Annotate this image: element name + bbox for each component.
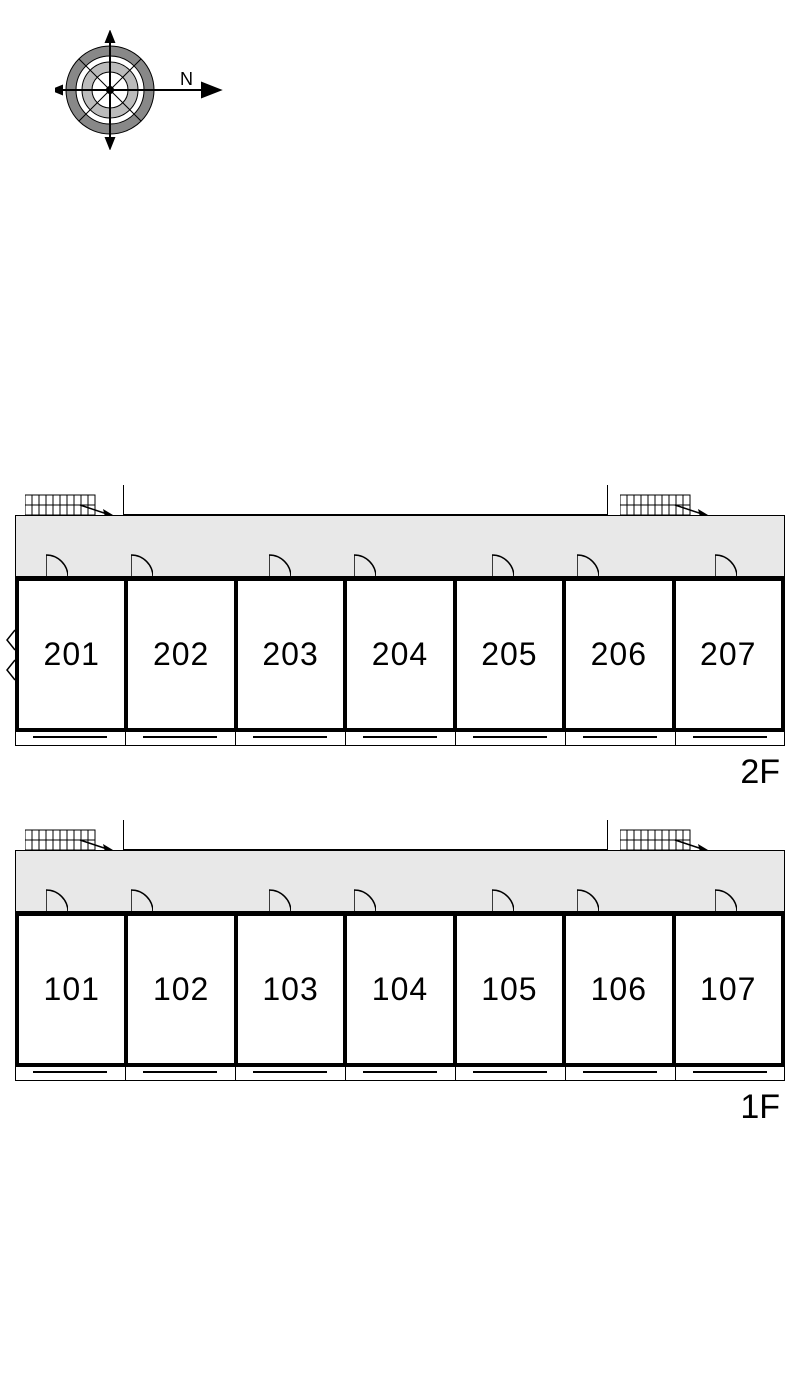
units-row: 201 202 203 204 205 206 207 <box>15 577 785 732</box>
door-icon <box>131 549 153 577</box>
balcony-rail <box>473 736 547 738</box>
balcony-divider <box>235 732 236 745</box>
compass-rose: N <box>55 30 225 155</box>
unit-cell: 201 <box>15 577 128 732</box>
balcony-rail <box>33 1071 107 1073</box>
unit-number: 105 <box>481 971 537 1008</box>
corridor-opening <box>123 820 608 850</box>
stairs-icon <box>25 822 115 850</box>
balcony-rail <box>693 1071 767 1073</box>
unit-cell: 103 <box>238 912 347 1067</box>
door-icon <box>354 549 376 577</box>
balcony-divider <box>125 732 126 745</box>
unit-number: 201 <box>44 636 100 673</box>
stairs-icon <box>25 487 115 515</box>
unit-number: 101 <box>44 971 100 1008</box>
floor-label: 2F <box>740 753 780 792</box>
balcony-edge <box>15 1080 785 1081</box>
balcony-rail <box>143 1071 217 1073</box>
balcony-divider <box>345 1067 346 1080</box>
balcony-rail <box>253 1071 327 1073</box>
unit-number: 107 <box>700 971 756 1008</box>
door-icon <box>269 549 291 577</box>
unit-number: 205 <box>481 636 537 673</box>
balcony-divider <box>125 1067 126 1080</box>
unit-cell: 107 <box>676 912 785 1067</box>
stairs-icon <box>620 822 710 850</box>
unit-cell: 206 <box>566 577 675 732</box>
balcony-rail <box>143 736 217 738</box>
balcony-edge <box>15 745 785 746</box>
unit-cell: 104 <box>347 912 456 1067</box>
door-icon <box>715 549 737 577</box>
unit-cell: 106 <box>566 912 675 1067</box>
balcony-divider <box>15 1067 16 1080</box>
units-row: 101 102 103 104 105 106 107 <box>15 912 785 1067</box>
unit-number: 103 <box>262 971 318 1008</box>
balcony-divider <box>15 732 16 745</box>
stairs-icon <box>620 487 710 515</box>
unit-number: 104 <box>372 971 428 1008</box>
balcony-divider <box>455 732 456 745</box>
balcony-rail <box>33 736 107 738</box>
balcony-divider <box>675 732 676 745</box>
balcony-rail <box>693 736 767 738</box>
unit-cell: 207 <box>676 577 785 732</box>
balcony-divider <box>235 1067 236 1080</box>
balcony-rail <box>583 736 657 738</box>
door-icon <box>269 884 291 912</box>
corridor-opening <box>123 485 608 515</box>
floor-label: 1F <box>740 1088 780 1127</box>
unit-number: 203 <box>262 636 318 673</box>
balcony-rail <box>253 736 327 738</box>
door-icon <box>46 884 68 912</box>
door-icon <box>492 549 514 577</box>
balcony-divider <box>565 1067 566 1080</box>
unit-cell: 101 <box>15 912 128 1067</box>
unit-cell: 202 <box>128 577 237 732</box>
balcony-divider <box>784 732 785 745</box>
unit-number: 202 <box>153 636 209 673</box>
balcony-divider <box>345 732 346 745</box>
balcony-divider <box>455 1067 456 1080</box>
unit-cell: 203 <box>238 577 347 732</box>
unit-cell: 205 <box>457 577 566 732</box>
side-marker <box>5 625 15 685</box>
door-icon <box>715 884 737 912</box>
door-icon <box>577 884 599 912</box>
unit-number: 207 <box>700 636 756 673</box>
door-icon <box>354 884 376 912</box>
unit-number: 204 <box>372 636 428 673</box>
balcony-rail <box>473 1071 547 1073</box>
door-icon <box>492 884 514 912</box>
unit-number: 106 <box>591 971 647 1008</box>
balcony-rail <box>363 736 437 738</box>
balcony-divider <box>784 1067 785 1080</box>
unit-number: 102 <box>153 971 209 1008</box>
compass-north-label: N <box>180 69 193 89</box>
balcony-rail <box>583 1071 657 1073</box>
unit-cell: 204 <box>347 577 456 732</box>
balcony-rail <box>363 1071 437 1073</box>
unit-cell: 105 <box>457 912 566 1067</box>
unit-number: 206 <box>591 636 647 673</box>
balcony-divider <box>565 732 566 745</box>
unit-cell: 102 <box>128 912 237 1067</box>
balcony-divider <box>675 1067 676 1080</box>
door-icon <box>46 549 68 577</box>
door-icon <box>577 549 599 577</box>
door-icon <box>131 884 153 912</box>
